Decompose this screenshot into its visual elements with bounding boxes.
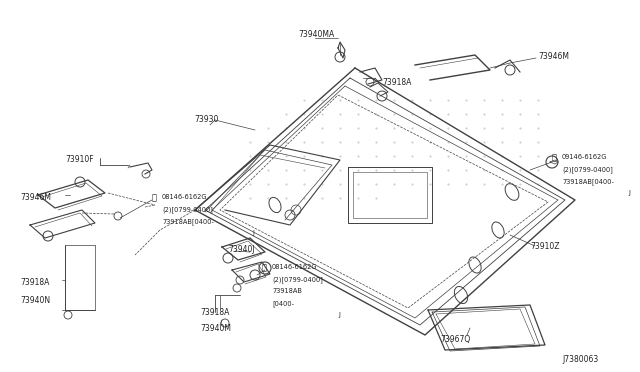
Text: 73940M: 73940M [200,324,231,333]
Text: 73918A: 73918A [382,78,412,87]
Text: 73940MA: 73940MA [298,30,334,39]
Text: (2)[0799-0400]: (2)[0799-0400] [562,166,613,173]
Text: 73918AB[0400-: 73918AB[0400- [562,178,614,185]
Text: 73946M: 73946M [538,52,569,61]
Text: Ⓝ: Ⓝ [152,193,157,202]
Text: J: J [338,312,340,318]
Text: 73918A: 73918A [20,278,49,287]
Text: 73918AB: 73918AB [272,288,302,294]
Text: (2)[0799-0400]: (2)[0799-0400] [272,276,323,283]
Text: J: J [628,190,630,196]
Text: [0400-: [0400- [272,300,294,307]
Text: 73946M: 73946M [20,193,51,202]
Text: 08146-6162G: 08146-6162G [272,264,317,270]
Text: 73918AB[0400-: 73918AB[0400- [162,218,214,225]
Text: 73967Q: 73967Q [440,335,470,344]
Text: (2)[0799-0400]: (2)[0799-0400] [162,206,213,213]
Text: 73930: 73930 [194,115,218,124]
Text: 73910F: 73910F [65,155,93,164]
Text: 73940N: 73940N [20,296,50,305]
Text: J: J [252,230,254,236]
Text: 73910Z: 73910Z [530,242,559,251]
Text: Ⓝ: Ⓝ [552,153,557,162]
Text: J7380063: J7380063 [562,355,598,364]
Text: 08146-6162G: 08146-6162G [162,194,207,200]
Text: 73918A: 73918A [200,308,229,317]
Text: 73940J: 73940J [228,245,255,254]
Text: Ⓝ: Ⓝ [262,263,267,272]
Text: 09146-6162G: 09146-6162G [562,154,607,160]
